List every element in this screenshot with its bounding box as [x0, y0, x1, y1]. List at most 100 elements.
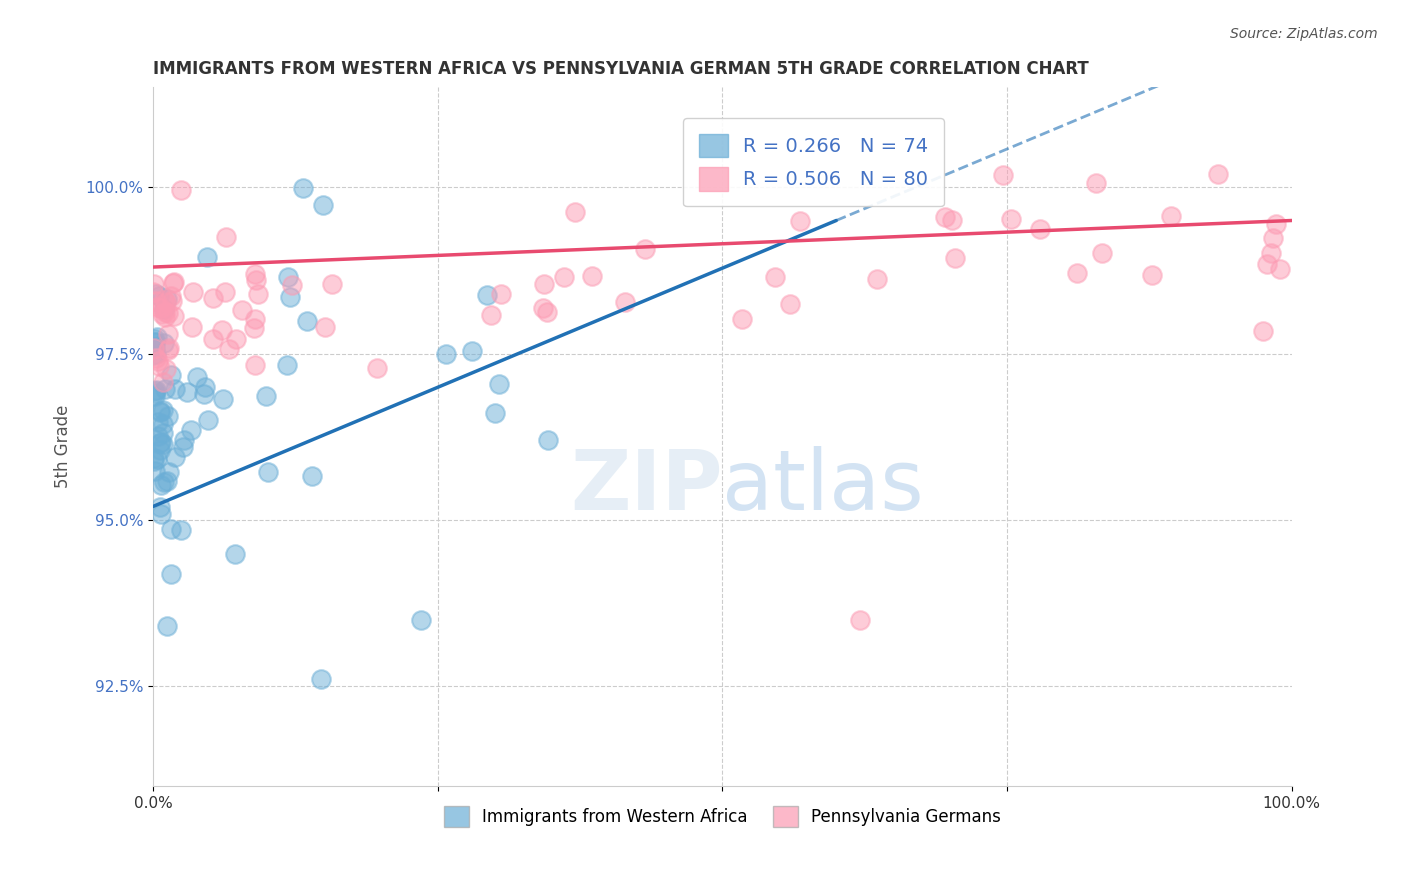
- Point: [142, 342, 165, 356]
- Point: [634, 242, 657, 256]
- Point: [172, 440, 194, 454]
- Point: [214, 285, 236, 300]
- Point: [614, 295, 637, 310]
- Point: [215, 230, 238, 244]
- Point: [149, 436, 172, 450]
- Point: [291, 181, 314, 195]
- Point: [163, 382, 186, 396]
- Point: [1066, 267, 1088, 281]
- Point: [143, 334, 166, 349]
- Point: [150, 507, 173, 521]
- Point: [581, 268, 603, 283]
- Point: [145, 294, 167, 309]
- Point: [149, 403, 172, 417]
- Point: [211, 323, 233, 337]
- Point: [156, 306, 179, 320]
- Text: atlas: atlas: [723, 446, 924, 527]
- Point: [152, 425, 174, 440]
- Point: [934, 210, 956, 224]
- Point: [193, 387, 215, 401]
- Point: [1206, 167, 1229, 181]
- Point: [152, 403, 174, 417]
- Point: [231, 302, 253, 317]
- Point: [194, 380, 217, 394]
- Point: [1270, 262, 1292, 277]
- Point: [479, 308, 502, 322]
- Point: [1000, 212, 1022, 227]
- Point: [152, 293, 174, 308]
- Point: [142, 451, 165, 466]
- Point: [156, 475, 179, 489]
- Point: [142, 285, 165, 299]
- Point: [197, 413, 219, 427]
- Point: [278, 290, 301, 304]
- Point: [218, 343, 240, 357]
- Point: [195, 250, 218, 264]
- Point: [176, 384, 198, 399]
- Point: [145, 384, 167, 398]
- Point: [173, 433, 195, 447]
- Point: [461, 344, 484, 359]
- Point: [143, 389, 166, 403]
- Point: [281, 278, 304, 293]
- Point: [157, 343, 180, 358]
- Point: [143, 464, 166, 478]
- Point: [143, 340, 166, 354]
- Point: [1263, 231, 1285, 245]
- Point: [257, 465, 280, 479]
- Text: ZIP: ZIP: [569, 446, 723, 527]
- Point: [170, 523, 193, 537]
- Point: [1251, 324, 1274, 338]
- Point: [475, 288, 498, 302]
- Point: [149, 404, 172, 418]
- Point: [789, 214, 811, 228]
- Point: [941, 212, 963, 227]
- Point: [150, 478, 173, 492]
- Point: [157, 466, 180, 480]
- Point: [146, 415, 169, 429]
- Point: [564, 205, 586, 219]
- Point: [155, 362, 177, 376]
- Point: [243, 320, 266, 334]
- Point: [145, 346, 167, 360]
- Point: [153, 310, 176, 324]
- Point: [211, 392, 233, 406]
- Point: [1160, 210, 1182, 224]
- Point: [245, 272, 267, 286]
- Point: [153, 302, 176, 317]
- Point: [314, 319, 336, 334]
- Point: [146, 452, 169, 467]
- Point: [536, 305, 558, 319]
- Point: [169, 183, 191, 197]
- Point: [153, 336, 176, 351]
- Point: [295, 314, 318, 328]
- Point: [202, 291, 225, 305]
- Point: [143, 454, 166, 468]
- Point: [155, 295, 177, 310]
- Point: [991, 168, 1014, 182]
- Point: [411, 613, 433, 627]
- Point: [1256, 257, 1278, 271]
- Point: [152, 437, 174, 451]
- Point: [866, 271, 889, 285]
- Point: [276, 358, 298, 372]
- Point: [779, 297, 801, 311]
- Point: [162, 277, 184, 291]
- Point: [553, 270, 575, 285]
- Point: [149, 301, 172, 315]
- Point: [201, 332, 224, 346]
- Point: [150, 307, 173, 321]
- Point: [148, 354, 170, 368]
- Point: [153, 382, 176, 396]
- Point: [143, 386, 166, 401]
- Point: [180, 320, 202, 334]
- Point: [145, 332, 167, 346]
- Point: [943, 252, 966, 266]
- Point: [149, 500, 172, 514]
- Text: Source: ZipAtlas.com: Source: ZipAtlas.com: [1230, 27, 1378, 41]
- Point: [243, 312, 266, 326]
- Point: [146, 429, 169, 443]
- Point: [163, 450, 186, 465]
- Point: [149, 442, 172, 457]
- Point: [156, 409, 179, 424]
